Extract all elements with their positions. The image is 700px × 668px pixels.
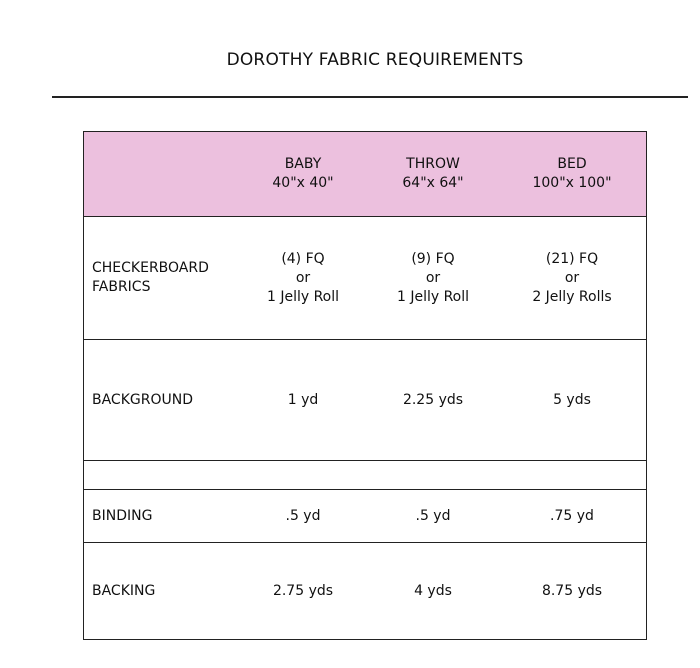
cell: 5 yds bbox=[498, 339, 647, 461]
cell: 8.75 yds bbox=[498, 542, 647, 640]
cell: 2.25 yds bbox=[368, 339, 498, 461]
table-row: BINDING .5 yd .5 yd .75 yd bbox=[83, 489, 647, 543]
page-title: DOROTHY FABRIC REQUIREMENTS bbox=[226, 50, 524, 70]
cell: .5 yd bbox=[238, 489, 368, 543]
table-row: CHECKERBOARD FABRICS (4) FQ or 1 Jelly Roll… bbox=[83, 216, 647, 340]
cell: (9) FQ or 1 Jelly Roll bbox=[368, 216, 498, 340]
row-label: BINDING bbox=[83, 489, 238, 543]
cell: 4 yds bbox=[368, 542, 498, 640]
header-throw: THROW 64"x 64" bbox=[368, 131, 498, 217]
header-bed: BED 100"x 100" bbox=[498, 131, 647, 217]
row-label: BACKING bbox=[83, 542, 238, 640]
cell: (4) FQ or 1 Jelly Roll bbox=[238, 216, 368, 340]
row-label: CHECKERBOARD FABRICS bbox=[83, 216, 238, 340]
divider bbox=[52, 96, 688, 98]
table-row: BACKING 2.75 yds 4 yds 8.75 yds bbox=[83, 542, 647, 640]
empty-row bbox=[83, 460, 647, 490]
row-label: BACKGROUND bbox=[83, 339, 238, 461]
empty-header-cell bbox=[83, 131, 238, 217]
cell: 1 yd bbox=[238, 339, 368, 461]
cell: (21) FQ or 2 Jelly Rolls bbox=[498, 216, 647, 340]
header-baby: BABY 40"x 40" bbox=[238, 131, 368, 217]
cell: .5 yd bbox=[368, 489, 498, 543]
fabric-requirements-table: BABY 40"x 40" THROW 64"x 64" BED 100"x 100"… bbox=[83, 131, 647, 640]
header-row: BABY 40"x 40" THROW 64"x 64" BED 100"x 100" bbox=[83, 131, 647, 217]
cell: .75 yd bbox=[498, 489, 647, 543]
cell: 2.75 yds bbox=[238, 542, 368, 640]
table-row: BACKGROUND 1 yd 2.25 yds 5 yds bbox=[83, 339, 647, 461]
